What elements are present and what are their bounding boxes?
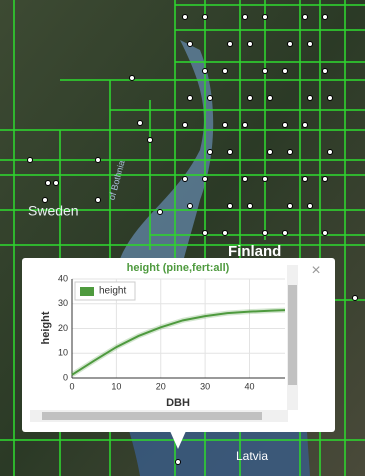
close-button[interactable]: ×	[311, 262, 320, 279]
x-tick-label: 30	[200, 381, 210, 391]
y-tick-label: 0	[63, 372, 68, 382]
x-tick-label: 10	[111, 381, 121, 391]
x-tick-label: 40	[244, 381, 254, 391]
x-tick-label: 20	[156, 381, 166, 391]
y-tick-label: 40	[58, 273, 68, 283]
y-tick-label: 20	[58, 323, 68, 333]
legend-swatch	[80, 287, 94, 296]
v-scroll-thumb[interactable]	[288, 285, 297, 385]
h-scroll-thumb[interactable]	[42, 412, 262, 420]
legend-label: height	[99, 286, 126, 297]
x-axis-label: DBH	[166, 397, 190, 409]
chart-title: height (pine,fert:all)	[127, 262, 230, 274]
y-tick-label: 30	[58, 298, 68, 308]
popup-pointer	[170, 431, 186, 449]
map-view: Sweden Finland Latvia of Bothnia × heigh…	[0, 0, 365, 476]
legend: height	[75, 282, 135, 300]
chart-popup: × height (pine,fert:all) DBH height 0 10 2…	[0, 0, 365, 476]
x-tick-label: 0	[69, 381, 74, 391]
y-tick-label: 10	[58, 348, 68, 358]
y-axis-label: height	[40, 311, 52, 344]
